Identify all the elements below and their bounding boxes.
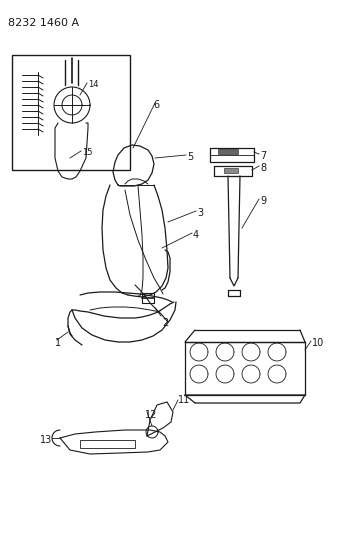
Bar xyxy=(80,440,135,448)
Text: 2: 2 xyxy=(162,318,168,328)
Text: 8: 8 xyxy=(260,163,266,173)
Text: 7: 7 xyxy=(260,151,266,161)
Text: 13: 13 xyxy=(40,435,52,445)
Text: 1: 1 xyxy=(55,338,61,348)
Text: 5: 5 xyxy=(187,152,193,162)
Bar xyxy=(218,149,238,154)
Text: 15: 15 xyxy=(82,148,92,157)
Text: 11: 11 xyxy=(178,395,190,405)
Text: 6: 6 xyxy=(153,100,159,110)
Bar xyxy=(12,55,130,170)
Text: 9: 9 xyxy=(260,196,266,206)
Text: 12: 12 xyxy=(145,410,157,420)
Bar xyxy=(224,168,238,173)
Text: 10: 10 xyxy=(312,338,324,348)
Text: 14: 14 xyxy=(88,80,99,89)
Text: 4: 4 xyxy=(193,230,199,240)
Text: 3: 3 xyxy=(197,208,203,218)
Text: 8232 1460 A: 8232 1460 A xyxy=(8,18,79,28)
